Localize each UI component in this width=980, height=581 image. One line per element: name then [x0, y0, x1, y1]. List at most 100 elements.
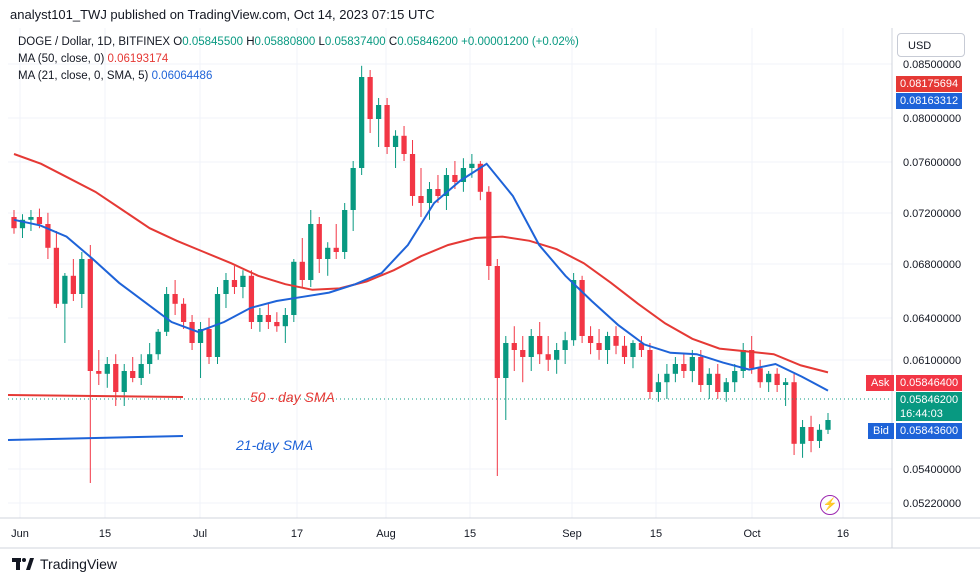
candle-body	[715, 373, 721, 392]
candle-body	[570, 280, 577, 341]
candle-body	[206, 329, 212, 357]
candle-body	[11, 217, 17, 229]
ma50-legend[interactable]: MA (50, close, 0) 0.06193174	[18, 53, 168, 65]
candle-body	[223, 280, 229, 294]
currency-selector[interactable]: USD	[897, 33, 965, 57]
candle-body	[19, 219, 26, 229]
candle-body	[231, 280, 238, 287]
candle-body	[113, 364, 119, 392]
candle-body	[197, 329, 204, 343]
candle-body	[528, 336, 534, 357]
candle-body	[435, 189, 441, 196]
sma50-annotation-line	[7, 394, 184, 398]
candles-layer	[11, 65, 831, 483]
candle-body	[452, 175, 458, 182]
candle-body	[681, 364, 687, 371]
candle-body	[486, 191, 492, 266]
change-value: +0.00001200 (+0.02%)	[461, 36, 579, 48]
candle-body	[180, 303, 187, 322]
candle-body	[240, 275, 246, 287]
time-tick-label: Jul	[193, 528, 207, 540]
lightning-icon[interactable]: ⚡	[820, 495, 840, 515]
candle-body	[70, 275, 76, 294]
high-value: 0.05880800	[254, 36, 316, 48]
price-tick-label: 0.08500000	[903, 59, 961, 71]
tradingview-logo[interactable]: TradingView	[12, 556, 117, 572]
time-tick-label: Oct	[743, 528, 760, 540]
candle-body	[350, 168, 356, 210]
candle-body	[96, 371, 102, 374]
candle-body	[409, 154, 416, 196]
symbol-legend: DOGE / Dollar, 1D, BITFINEX O0.05845500 …	[18, 36, 579, 48]
candle-body	[460, 168, 467, 182]
ma50-price-tag: 0.08175694	[896, 76, 963, 92]
candle-body	[28, 217, 34, 220]
candle-body	[621, 345, 628, 357]
candle-body	[172, 294, 178, 304]
price-tick-label: 0.07200000	[903, 208, 961, 220]
time-tick-label: 15	[99, 528, 111, 540]
moving-averages	[13, 153, 829, 392]
candle-body	[562, 340, 568, 350]
candle-body	[316, 224, 322, 259]
price-tick-label: 0.08000000	[903, 113, 961, 125]
candle-body	[494, 266, 500, 378]
ask-price: 0.05846400	[896, 375, 963, 391]
time-tick-label: 15	[650, 528, 662, 540]
ma21-price-tag: 0.08163312	[896, 93, 963, 109]
candle-body	[36, 217, 43, 224]
annotation-lines	[7, 394, 892, 441]
candle-body	[299, 261, 305, 280]
candle-body	[79, 259, 85, 294]
candle-body	[53, 247, 60, 304]
candle-body	[579, 280, 585, 336]
candle-body	[469, 163, 475, 168]
candle-body	[554, 350, 560, 360]
price-tick-label: 0.06800000	[903, 259, 961, 271]
ma50-line	[13, 153, 829, 374]
candle-body	[774, 373, 780, 385]
close-label: C	[388, 36, 398, 48]
candle-body	[706, 373, 712, 385]
candle-body	[477, 163, 483, 192]
candle-body	[257, 315, 263, 322]
candle-body	[664, 373, 670, 383]
candle-body	[791, 382, 797, 444]
candle-body	[384, 105, 390, 147]
ask-label: Ask	[866, 375, 895, 391]
candle-body	[782, 382, 789, 385]
close-value: 0.05846200	[397, 36, 458, 48]
candle-body	[749, 350, 755, 369]
candle-body	[766, 373, 772, 383]
candle-body	[443, 175, 450, 196]
candle-body	[359, 77, 365, 168]
candle-body	[265, 315, 272, 322]
candle-body	[325, 247, 331, 259]
sma21-annotation: 21-day SMA	[236, 437, 314, 453]
time-tick-label: 15	[464, 528, 476, 540]
candle-body	[282, 315, 288, 327]
symbol-name[interactable]: DOGE / Dollar, 1D, BITFINEX	[18, 36, 171, 48]
price-axis[interactable]: 0.08500000 0.08000000 0.07600000 0.07200000…	[891, 28, 961, 548]
candle-body	[647, 350, 653, 392]
candle-body	[596, 343, 602, 350]
time-axis[interactable]: Jun 15 Jul 17 Aug 15 Sep 15 Oct 16	[0, 517, 980, 549]
candle-body	[655, 382, 662, 392]
price-tick-label: 0.05400000	[903, 464, 961, 476]
candle-body	[604, 336, 611, 350]
ma21-legend[interactable]: MA (21, close, 0, SMA, 5) 0.06064486	[18, 70, 212, 82]
last-price: 0.05846200	[900, 394, 959, 406]
candle-body	[587, 336, 594, 343]
high-label: H	[246, 36, 255, 48]
candle-body	[189, 322, 195, 343]
sma50-annotation: 50 - day SMA	[250, 389, 335, 405]
time-tick-label: Sep	[562, 528, 582, 540]
price-tick-label: 0.06100000	[903, 355, 961, 367]
bid-price: 0.05843600	[896, 423, 963, 439]
candle-body	[248, 275, 255, 322]
candle-body	[638, 343, 645, 350]
candle-body	[426, 189, 433, 203]
tradingview-logo-icon	[12, 558, 34, 570]
candle-body	[87, 259, 93, 371]
